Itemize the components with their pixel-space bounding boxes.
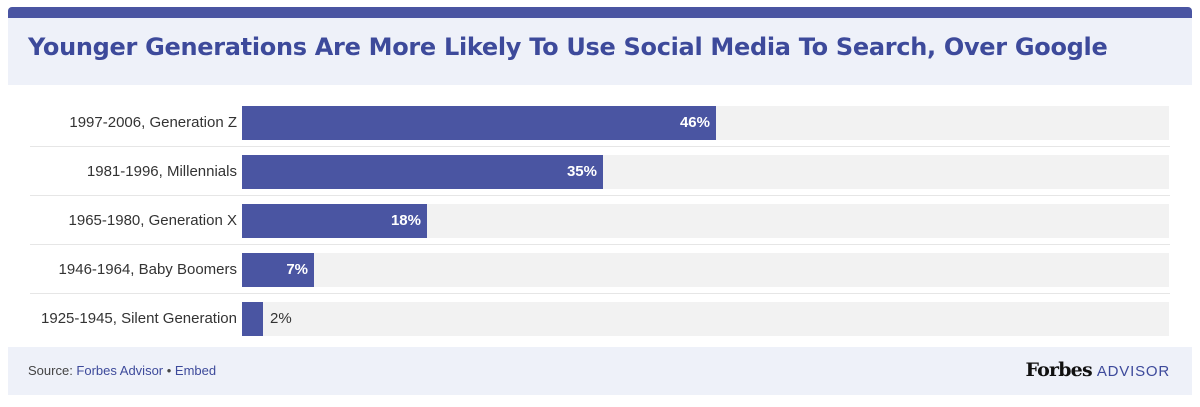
category-label: 1925-1945, Silent Generation (41, 310, 237, 327)
bar (242, 106, 716, 140)
brand-advisor-wordmark: ADVISOR (1096, 363, 1170, 380)
top-accent-bar (8, 7, 1192, 18)
row-divider (30, 293, 1170, 294)
chart-row: 1946-1964, Baby Boomers 7% (8, 245, 1192, 294)
chart-row: 1981-1996, Millennials 35% (8, 147, 1192, 196)
chart-row: 1925-1945, Silent Generation 2% (8, 294, 1192, 343)
bar (242, 204, 427, 238)
data-label: 7% (286, 261, 308, 278)
data-label: 46% (679, 114, 710, 131)
chart-title: Younger Generations Are More Likely To U… (28, 33, 1108, 61)
bar (242, 302, 263, 336)
embed-link[interactable]: Embed (174, 363, 217, 378)
chart-row: 1965-1980, Generation X 18% (8, 196, 1192, 245)
bar-track: 46% (242, 106, 1169, 140)
brand-forbes-wordmark: Forbes (1025, 359, 1092, 381)
chart-header: Younger Generations Are More Likely To U… (8, 18, 1192, 85)
data-label: 2% (270, 310, 292, 327)
chart-footer: Source: Forbes Advisor • Embed Forbes ADV… (8, 347, 1192, 395)
row-divider (30, 146, 1170, 147)
source-label: Source: (28, 363, 77, 378)
category-label: 1997-2006, Generation Z (69, 114, 237, 131)
data-label: 18% (390, 212, 421, 229)
bar-track: 18% (242, 204, 1169, 238)
category-label: 1965-1980, Generation X (68, 212, 237, 229)
chart-row: 1997-2006, Generation Z 46% (8, 98, 1192, 147)
bar (242, 253, 314, 287)
bar-track: 35% (242, 155, 1169, 189)
bar-track: 2% (242, 302, 1169, 336)
source-separator: • (163, 363, 175, 378)
category-label: 1946-1964, Baby Boomers (58, 261, 237, 278)
row-divider (30, 195, 1170, 196)
row-divider (30, 244, 1170, 245)
category-label: 1981-1996, Millennials (86, 163, 237, 180)
bar-track: 7% (242, 253, 1169, 287)
forbes-advisor-logo[interactable]: Forbes ADVISOR (1025, 359, 1170, 381)
source-link[interactable]: Forbes Advisor (76, 363, 164, 378)
bar (242, 155, 603, 189)
data-label: 35% (566, 163, 597, 180)
source-line: Source: Forbes Advisor • Embed (28, 347, 216, 395)
bar-chart: 1997-2006, Generation Z 46% 1981-1996, Mil… (8, 98, 1192, 338)
